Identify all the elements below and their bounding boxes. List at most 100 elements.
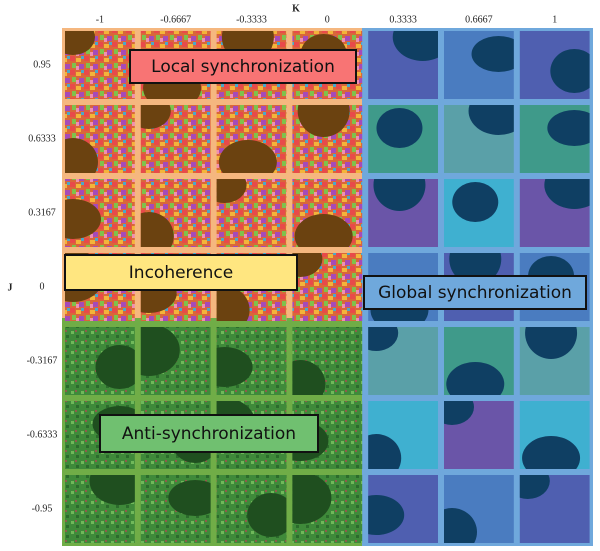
tile <box>444 401 514 469</box>
row-label: 0.95 <box>33 59 51 70</box>
tile-blob <box>368 495 405 535</box>
tile <box>292 105 363 173</box>
tile-blob <box>95 345 135 389</box>
tile-blob <box>468 105 514 135</box>
row-label: -0.6333 <box>27 429 58 440</box>
column-label: 0.6667 <box>465 14 493 25</box>
tile <box>368 105 438 173</box>
local-box <box>129 49 357 84</box>
tile-blob <box>376 108 423 148</box>
tile <box>216 475 287 543</box>
tile <box>444 475 514 543</box>
tile-blob <box>519 475 550 499</box>
tile <box>65 105 135 173</box>
tile <box>519 327 590 395</box>
tile-blob <box>140 105 171 129</box>
global-box <box>363 275 587 310</box>
tile <box>519 179 590 247</box>
global-label: Global synchronization <box>378 283 572 303</box>
anti-label: Anti-synchronization <box>122 424 296 444</box>
tile-blob <box>452 182 499 222</box>
tile-blob <box>292 475 332 524</box>
row-label: -0.95 <box>32 503 53 514</box>
tile <box>140 327 211 395</box>
tile <box>65 475 135 543</box>
tile <box>519 31 590 99</box>
tile-blob <box>65 199 101 239</box>
column-label: -1 <box>96 14 104 25</box>
tile-blob <box>292 360 326 395</box>
tile <box>65 179 135 247</box>
tile <box>444 105 514 173</box>
tile-blob <box>89 475 135 505</box>
tile <box>368 327 438 395</box>
tile-blob <box>294 214 353 247</box>
tile <box>444 179 514 247</box>
row-label: 0.6333 <box>28 133 56 144</box>
row-label: 0 <box>40 281 45 292</box>
tile <box>368 401 438 469</box>
incoherence-label: Incoherence <box>129 263 233 283</box>
tile-blob <box>547 110 590 146</box>
tile-blob <box>218 140 277 173</box>
tile <box>292 179 363 247</box>
tile-blob <box>368 327 399 351</box>
tile <box>519 401 590 469</box>
tile-blob <box>292 253 323 277</box>
column-label: 0.3333 <box>389 14 417 25</box>
tile <box>368 179 438 247</box>
tile-blob <box>65 138 98 173</box>
tile-blob <box>373 179 426 211</box>
tile <box>519 475 590 543</box>
tile <box>368 31 439 99</box>
tile <box>368 475 438 543</box>
tile-blob <box>168 480 211 516</box>
labels: -1 -0.6667 -0.3333 0 0.3333 0.6667 1 0.95 0.6333… <box>27 14 558 514</box>
tile-blob <box>544 179 590 209</box>
tile-blob <box>216 179 247 203</box>
tile <box>65 327 135 395</box>
row-label: -0.3167 <box>27 355 58 366</box>
y-axis-label: J <box>8 282 13 293</box>
tile <box>216 327 287 395</box>
tile-blob <box>297 105 350 137</box>
tile <box>140 105 211 173</box>
tile <box>216 179 287 247</box>
tile <box>444 31 514 99</box>
tile <box>216 105 287 173</box>
tile-blob <box>140 327 180 376</box>
tile-blob <box>140 212 174 247</box>
tile <box>65 31 135 99</box>
column-label: 1 <box>552 14 557 25</box>
column-label: -0.6667 <box>160 14 191 25</box>
tile-blob <box>525 327 578 359</box>
tile <box>140 179 211 247</box>
tile <box>140 475 211 543</box>
local-label: Local synchronization <box>151 57 335 77</box>
tile-blob <box>550 49 590 93</box>
column-label: -0.3333 <box>236 14 267 25</box>
tile-blob <box>368 434 402 469</box>
column-label: 0 <box>325 14 330 25</box>
tile <box>292 253 363 321</box>
x-axis-label: K <box>292 3 300 14</box>
tile <box>444 327 514 395</box>
tile-blob <box>65 31 95 55</box>
row-label: 0.3167 <box>28 207 56 218</box>
anti-box <box>99 414 319 453</box>
tile <box>292 475 363 543</box>
tile-blob <box>216 347 253 387</box>
tile-blob <box>216 286 250 321</box>
tile-blob <box>522 436 581 469</box>
tile-blob <box>247 493 287 537</box>
tile <box>292 327 363 395</box>
tile-blob <box>471 36 514 72</box>
incoherence-box <box>64 254 298 291</box>
tile <box>519 105 590 173</box>
tile-blob <box>444 401 474 425</box>
tile-blob <box>392 31 439 61</box>
tile-blob <box>446 362 505 395</box>
tile-blob <box>444 508 477 543</box>
